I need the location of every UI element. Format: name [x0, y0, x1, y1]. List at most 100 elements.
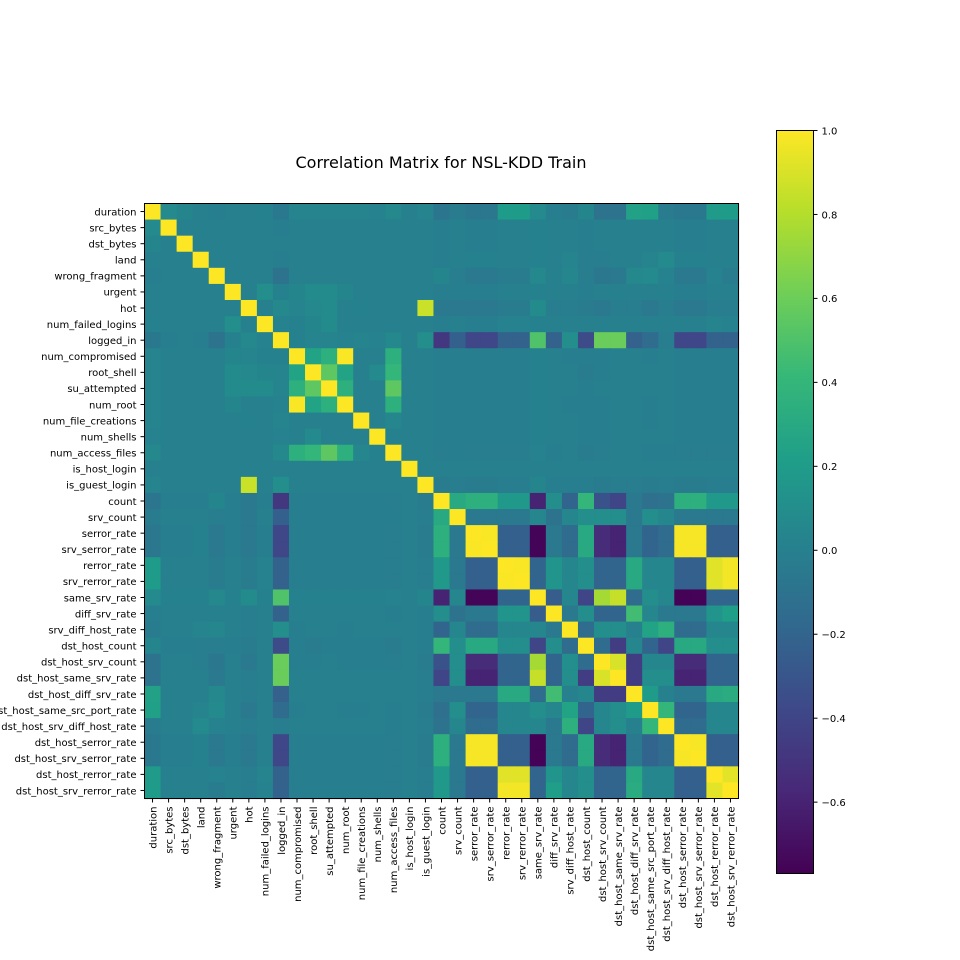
heatmap-cell [626, 718, 643, 735]
heatmap-cell [465, 460, 483, 478]
heatmap-cell [353, 509, 370, 526]
heatmap-cell [706, 702, 724, 719]
heatmap-cell [690, 573, 707, 591]
heatmap-cell [401, 637, 419, 655]
heatmap-cell [626, 460, 643, 478]
heatmap-cell [706, 509, 724, 526]
heatmap-cell [208, 348, 226, 365]
heatmap-cell [256, 557, 274, 574]
heatmap-cell [690, 364, 707, 381]
heatmap-cell [545, 525, 563, 542]
heatmap-cell [513, 412, 531, 430]
heatmap-cell [288, 316, 306, 333]
heatmap-cell [610, 621, 627, 639]
heatmap-cell [594, 396, 611, 414]
colorbar-tick-label: 0.8 [822, 210, 838, 221]
heatmap-cell [272, 412, 290, 430]
heatmap-cell [690, 332, 707, 349]
heatmap-cell [353, 332, 370, 349]
heatmap-cell [449, 525, 467, 542]
heatmap-cell [305, 573, 322, 591]
heatmap-cell [176, 734, 194, 751]
heatmap-cell [642, 782, 659, 800]
heatmap-cell [642, 766, 659, 784]
heatmap-cell [594, 734, 611, 751]
heatmap-cell [224, 734, 242, 751]
heatmap-cell [529, 444, 547, 462]
heatmap-cell [674, 685, 691, 703]
heatmap-cell [417, 702, 435, 719]
heatmap-cell [449, 251, 467, 269]
heatmap-cell [481, 573, 499, 591]
heatmap-cell [160, 525, 178, 542]
heatmap-cell [626, 380, 643, 398]
heatmap-cell [706, 492, 724, 510]
heatmap-cell [208, 316, 226, 333]
heatmap-cell [706, 316, 724, 333]
heatmap-cell [481, 267, 499, 285]
heatmap-cell [208, 557, 226, 574]
heatmap-cell [449, 766, 467, 784]
heatmap-cell [674, 380, 691, 398]
heatmap-cell [240, 316, 258, 333]
heatmap-cell [674, 299, 691, 317]
column-tick-label: dst_host_same_src_port_rate [646, 807, 657, 952]
heatmap-cell [208, 364, 226, 381]
heatmap-cell [497, 235, 515, 253]
heatmap-cell [481, 476, 499, 494]
heatmap-cell [401, 444, 419, 462]
heatmap-cell [722, 267, 740, 285]
heatmap-cell [594, 283, 611, 301]
heatmap-cell [545, 541, 563, 558]
heatmap-cell [256, 316, 274, 333]
heatmap-cell [433, 573, 451, 591]
heatmap-cell [385, 782, 402, 800]
heatmap-cell [385, 589, 402, 607]
heatmap-cell [674, 669, 691, 687]
row-tick-label: count [108, 497, 136, 508]
heatmap-cell [160, 637, 178, 655]
heatmap-cell [176, 348, 194, 365]
heatmap-cell [353, 492, 370, 510]
heatmap-cell [208, 637, 226, 655]
heatmap-cell [577, 316, 595, 333]
heatmap-cell [288, 428, 306, 446]
heatmap-cell [321, 525, 338, 542]
heatmap-cell [481, 782, 499, 800]
heatmap-cell [481, 669, 499, 687]
heatmap-cell [337, 380, 354, 398]
heatmap-cell [706, 332, 724, 349]
heatmap-cell [160, 460, 178, 478]
heatmap-cell [256, 492, 274, 510]
heatmap-cell [513, 332, 531, 349]
heatmap-cell [674, 444, 691, 462]
heatmap-cell [176, 589, 194, 607]
heatmap-cell [337, 605, 354, 623]
heatmap-cell [722, 573, 740, 591]
heatmap-cell [674, 316, 691, 333]
heatmap-cell [305, 267, 322, 285]
heatmap-cell [240, 444, 258, 462]
heatmap-cell [577, 380, 595, 398]
heatmap-cell [369, 251, 386, 269]
heatmap-cell [272, 766, 290, 784]
heatmap-cell [545, 460, 563, 478]
heatmap-cell [481, 492, 499, 510]
heatmap-cell [176, 444, 194, 462]
heatmap-cell [722, 605, 740, 623]
heatmap-cell [144, 444, 162, 462]
heatmap-cell [658, 203, 675, 221]
heatmap-cell [256, 251, 274, 269]
heatmap-cell [626, 605, 643, 623]
heatmap-cell [144, 299, 162, 317]
heatmap-cell [144, 267, 162, 285]
heatmap-cell [369, 332, 386, 349]
heatmap-cell [465, 557, 483, 574]
heatmap-cell [594, 637, 611, 655]
heatmap-cell [545, 509, 563, 526]
heatmap-cell [626, 637, 643, 655]
heatmap-cell [529, 750, 547, 767]
heatmap-cell [208, 460, 226, 478]
heatmap-cell [626, 766, 643, 784]
heatmap-cell [674, 251, 691, 269]
